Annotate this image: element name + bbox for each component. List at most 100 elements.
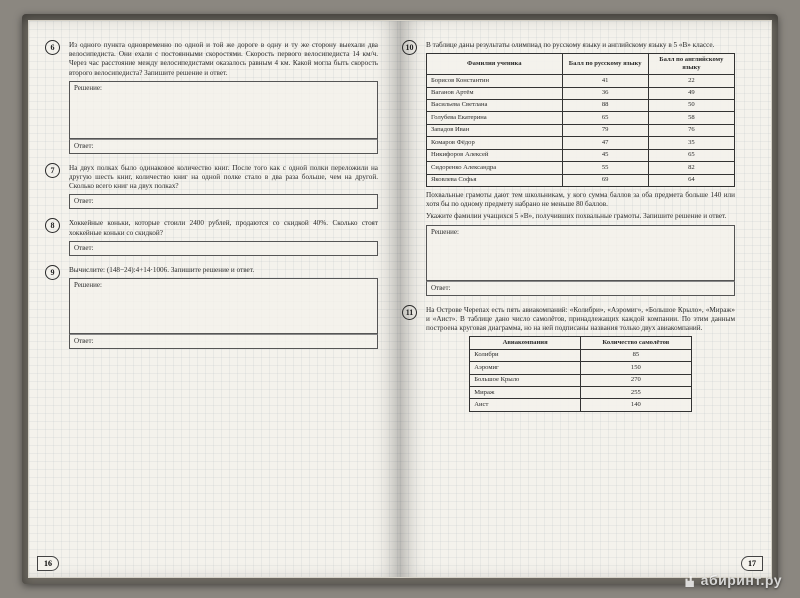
- page-number-right: 17: [741, 556, 763, 571]
- question-text: На двух полках было одинаковое количеств…: [69, 164, 378, 192]
- solution-box: Решение:: [426, 225, 735, 281]
- table-cell: 65: [562, 112, 648, 124]
- solution-label: Решение:: [431, 228, 459, 236]
- table-cell: 47: [562, 137, 648, 149]
- question-intro: В таблице даны результаты олимпиад по ру…: [426, 41, 735, 50]
- table-cell: Борисов Константин: [427, 75, 563, 87]
- watermark-logo-icon: [683, 573, 697, 587]
- question-7: 7 На двух полках было одинаковое количес…: [69, 164, 378, 210]
- page-number-left: 16: [37, 556, 59, 571]
- question-number: 10: [402, 40, 417, 55]
- question-number: 6: [45, 40, 60, 55]
- table-cell: 255: [581, 387, 692, 399]
- table-cell: Большое Крыло: [470, 374, 581, 386]
- page-right: 10 В таблице даны результаты олимпиад по…: [400, 20, 772, 578]
- table-cell: 270: [581, 374, 692, 386]
- table-cell: Аэромиг: [470, 362, 581, 374]
- table-row: Аэромиг150: [470, 362, 691, 374]
- olympiad-table: Фамилия ученикаБалл по русскому языкуБал…: [426, 53, 735, 187]
- table-row: Борисов Константин4122: [427, 75, 735, 87]
- solution-label: Решение:: [74, 281, 102, 289]
- table-cell: 85: [581, 349, 692, 361]
- answer-label: Ответ:: [74, 244, 94, 252]
- table-cell: 150: [581, 362, 692, 374]
- table-row: Голубева Екатерина6558: [427, 112, 735, 124]
- table-header: Количество самолётов: [581, 337, 692, 349]
- table-header: Балл по английскому языку: [648, 54, 734, 75]
- watermark-text: абиринт.ру: [701, 572, 782, 588]
- solution-box: Решение:: [69, 278, 378, 334]
- table-row: Яковлева Софья6964: [427, 174, 735, 186]
- table-row: Колибри85: [470, 349, 691, 361]
- answer-label: Ответ:: [74, 197, 94, 205]
- question-para1: Похвальные грамоты дают тем школьникам, …: [426, 191, 735, 209]
- table-cell: Западов Иван: [427, 124, 563, 136]
- question-text: На Острове Черепах есть пять авиакомпани…: [426, 306, 735, 334]
- watermark: абиринт.ру: [683, 572, 782, 588]
- table-cell: 45: [562, 149, 648, 161]
- question-6: 6 Из одного пункта одновременно по одной…: [69, 41, 378, 154]
- solution-box: Решение:: [69, 81, 378, 139]
- open-workbook: 6 Из одного пункта одновременно по одной…: [22, 14, 778, 584]
- table-row: Ваганов Артём3649: [427, 87, 735, 99]
- answer-label: Ответ:: [431, 284, 451, 292]
- table-cell: 88: [562, 99, 648, 111]
- table-cell: Яковлева Софья: [427, 174, 563, 186]
- airlines-table: АвиакомпанияКоличество самолётовКолибри8…: [469, 336, 691, 412]
- question-10: 10 В таблице даны результаты олимпиад по…: [426, 41, 735, 296]
- table-header: Балл по русскому языку: [562, 54, 648, 75]
- table-row: Васильева Светлана8850: [427, 99, 735, 111]
- table-cell: Комаров Фёдор: [427, 137, 563, 149]
- question-8: 8 Хоккейные коньки, которые стоили 2400 …: [69, 219, 378, 255]
- table-cell: 35: [648, 137, 734, 149]
- table-cell: Никифоров Алексей: [427, 149, 563, 161]
- answer-row: Ответ:: [69, 334, 378, 349]
- table-cell: 69: [562, 174, 648, 186]
- table-cell: Ваганов Артём: [427, 87, 563, 99]
- answer-label: Ответ:: [74, 142, 94, 150]
- table-cell: 82: [648, 162, 734, 174]
- answer-row: Ответ:: [69, 241, 378, 256]
- question-text: Из одного пункта одновременно по одной и…: [69, 41, 378, 78]
- question-text: Хоккейные коньки, которые стоили 2400 ру…: [69, 219, 378, 237]
- table-cell: 64: [648, 174, 734, 186]
- table-cell: 22: [648, 75, 734, 87]
- table-row: Западов Иван7976: [427, 124, 735, 136]
- table-cell: 49: [648, 87, 734, 99]
- table-cell: 50: [648, 99, 734, 111]
- table-cell: Аист: [470, 399, 581, 411]
- table-cell: Мираж: [470, 387, 581, 399]
- answer-row: Ответ:: [69, 194, 378, 209]
- table-cell: 65: [648, 149, 734, 161]
- answer-row: Ответ:: [69, 139, 378, 154]
- question-number: 7: [45, 163, 60, 178]
- page-left: 6 Из одного пункта одновременно по одной…: [28, 20, 400, 578]
- table-cell: 79: [562, 124, 648, 136]
- table-cell: Васильева Светлана: [427, 99, 563, 111]
- table-cell: 140: [581, 399, 692, 411]
- question-11: 11 На Острове Черепах есть пять авиакомп…: [426, 306, 735, 412]
- solution-label: Решение:: [74, 84, 102, 92]
- table-cell: 58: [648, 112, 734, 124]
- table-row: Мираж255: [470, 387, 691, 399]
- question-number: 8: [45, 218, 60, 233]
- table-row: Большое Крыло270: [470, 374, 691, 386]
- table-cell: Сидоренко Александра: [427, 162, 563, 174]
- table-cell: Голубева Екатерина: [427, 112, 563, 124]
- table-cell: Колибри: [470, 349, 581, 361]
- question-text: Вычислите: (148−24):4+14·1006. Запишите …: [69, 266, 378, 275]
- table-header: Фамилия ученика: [427, 54, 563, 75]
- question-number: 9: [45, 265, 60, 280]
- table-cell: 76: [648, 124, 734, 136]
- question-number: 11: [402, 305, 417, 320]
- table-cell: 55: [562, 162, 648, 174]
- table-row: Никифоров Алексей4565: [427, 149, 735, 161]
- answer-row: Ответ:: [426, 281, 735, 296]
- table-header: Авиакомпания: [470, 337, 581, 349]
- table-row: Сидоренко Александра5582: [427, 162, 735, 174]
- table-cell: 41: [562, 75, 648, 87]
- question-9: 9 Вычислите: (148−24):4+14·1006. Запишит…: [69, 266, 378, 349]
- question-para2: Укажите фамилии учащихся 5 «В», получивш…: [426, 212, 735, 221]
- table-cell: 36: [562, 87, 648, 99]
- table-row: Аист140: [470, 399, 691, 411]
